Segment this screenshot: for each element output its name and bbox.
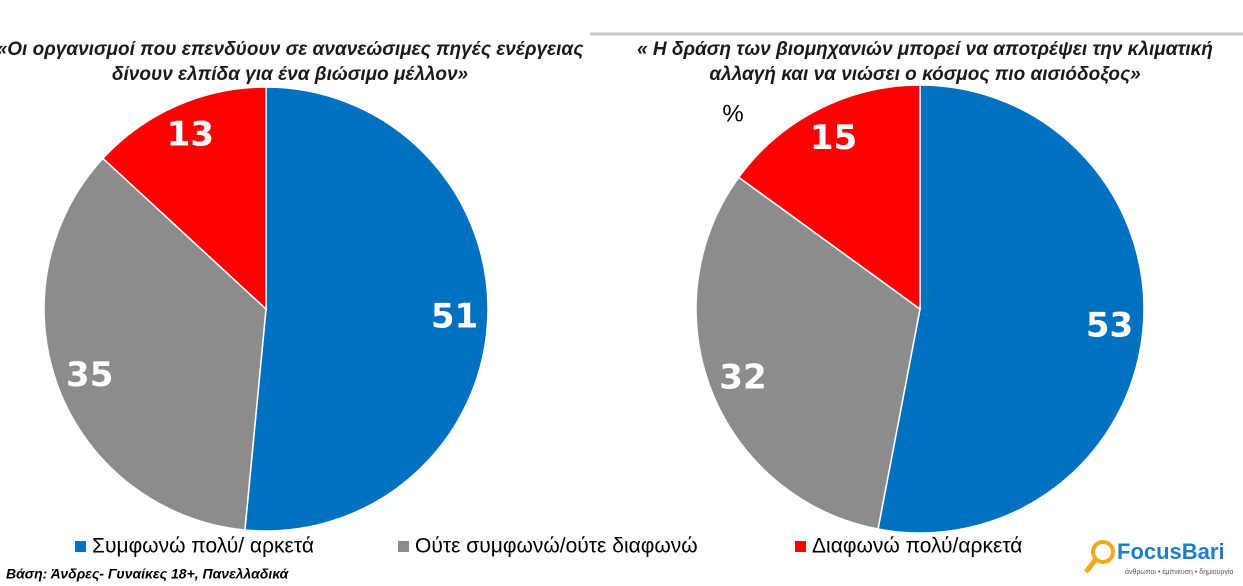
value-label: 15 — [810, 118, 857, 158]
pie-slice — [695, 176, 921, 530]
value-label: 51 — [431, 296, 478, 336]
legend-swatch — [398, 541, 409, 552]
logo: FocusBari άνθρωποι • έμπνευση • δημιουργ… — [1084, 539, 1233, 576]
chart-title: « Η δράση των βιομηχανιών μπορεί να αποτ… — [637, 39, 1213, 60]
unit-label: % — [722, 100, 743, 127]
pie-slice — [43, 157, 267, 531]
logo-icon — [1091, 540, 1115, 564]
legend-label: Ούτε συμφωνώ/ούτε διαφωνώ — [415, 535, 698, 558]
chart-title: «Οι οργανισμοί που επενδύουν σε ανανεώσι… — [0, 39, 584, 60]
logo-icon — [1084, 557, 1098, 574]
value-label: 13 — [167, 115, 214, 155]
pie-slice — [244, 86, 489, 532]
pie-slice — [101, 86, 267, 311]
value-label: 53 — [1086, 305, 1133, 345]
logo-tagline: άνθρωποι • έμπνευση • δημιουργία — [1125, 568, 1233, 576]
pie-slice — [737, 84, 921, 311]
legend-label: Συμφωνώ πολύ/ αρκετά — [92, 535, 314, 558]
footnote: Βάση: Άνδρες- Γυναίκες 18+, Πανελλαδικά — [6, 566, 290, 582]
chart-title: δίνουν ελπίδα για ένα βιώσιμο μέλλον» — [112, 64, 468, 85]
pie-slice — [877, 84, 1145, 534]
legend-label: Διαφωνώ πολύ/αρκετά — [812, 535, 1022, 558]
value-label: 35 — [66, 355, 113, 395]
chart-title: αλλαγή και να νιώσει ο κόσμος πιο αισιόδ… — [709, 64, 1140, 85]
legend-swatch — [795, 541, 806, 552]
legend-swatch — [75, 541, 86, 552]
logo-name: FocusBari — [1117, 539, 1225, 564]
value-label: 32 — [719, 358, 766, 398]
